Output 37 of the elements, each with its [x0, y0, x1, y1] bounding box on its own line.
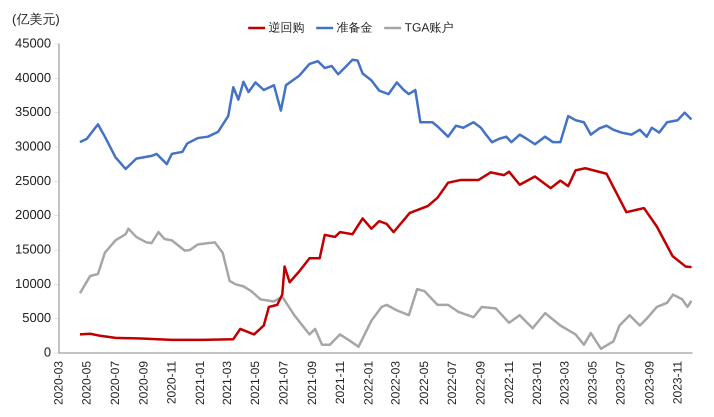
x-tick-label: 2021-11 [333, 360, 348, 404]
x-tick-label: 2022-07 [445, 360, 460, 406]
x-tick-label: 2020-07 [108, 360, 122, 406]
x-tick-label: 2023-05 [585, 360, 600, 406]
y-tick-label: 5000 [22, 310, 52, 326]
y-tick-label: 15000 [14, 242, 52, 257]
x-tick-label: 2023-11 [670, 360, 684, 404]
x-tick-label: 2020-09 [136, 360, 150, 406]
x-tick-label: 2023-01 [530, 360, 544, 406]
x-tick-label: 2022-01 [361, 360, 376, 406]
legend-label: 逆回购 [268, 20, 305, 34]
x-tick-label: 2020-11 [164, 360, 179, 404]
x-tick-label: 2023-09 [642, 360, 656, 406]
x-tick-label: 2022-03 [388, 360, 403, 406]
x-tick-label: 2021-09 [305, 360, 320, 406]
legend-label: TGA账户 [404, 20, 454, 34]
y-tick-label: 30000 [14, 138, 52, 154]
x-tick-label: 2022-11 [502, 360, 516, 404]
y-tick-label: 20000 [14, 207, 52, 222]
x-tick-label: 2020-05 [80, 360, 94, 406]
x-tick-label: 2021-01 [192, 360, 207, 406]
x-tick-label: 2021-07 [276, 360, 290, 406]
x-tick-label: 2023-07 [614, 360, 628, 406]
x-tick-label: 2022-05 [416, 360, 431, 406]
y-tick-label: 40000 [14, 70, 52, 85]
y-tick-label: 25000 [14, 172, 52, 188]
x-tick-label: 2021-05 [248, 360, 262, 406]
x-tick-label: 2023-03 [557, 360, 572, 406]
y-tick-label: 10000 [14, 276, 52, 291]
legend-label: 准备金 [336, 20, 373, 34]
x-tick-label: 2021-03 [220, 360, 234, 406]
y-tick-label: 35000 [14, 104, 52, 120]
y-tick-label: 0 [44, 344, 52, 360]
y-tick-label: 45000 [14, 36, 52, 51]
y-axis-title: (亿美元) [12, 12, 60, 27]
x-tick-label: 2020-03 [51, 360, 66, 406]
x-tick-label: 2022-09 [474, 360, 488, 406]
